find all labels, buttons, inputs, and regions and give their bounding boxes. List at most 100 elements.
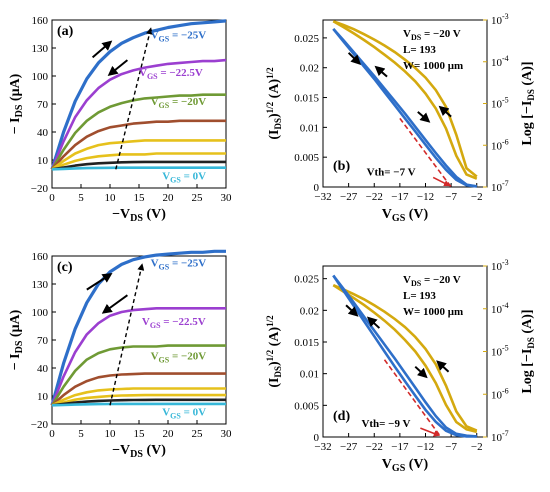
x-tick-label: −27 [340,441,358,453]
x-tick-label: −12 [417,441,434,453]
y2-tick-label: 10-4 [491,54,509,69]
y-tick-label: 130 [32,43,49,55]
vth-arrow [420,427,441,437]
dashed-trend-arrow [115,27,153,170]
arrow-down-left-icon [101,294,128,314]
y-tick-label: 160 [32,251,49,263]
series-label: VGS = 0V [162,407,206,421]
series-line [51,402,226,407]
arrow-up-left-icon [438,105,452,118]
y-tick-label: 0 [314,182,320,194]
x-tick-label: −22 [366,441,383,453]
y-tick-label: 0.02 [300,63,319,75]
x-tick-label: −2 [471,191,483,203]
x-tick-label: 30 [221,192,233,204]
series-label: VGS = −22.5V [139,67,203,81]
series-label: VGS = −25V [151,257,207,271]
x-tick-label: −17 [391,191,409,203]
dashed-trend-arrow [109,263,145,406]
y-tick-label: 100 [32,307,49,319]
y2-tick-label: 10-3 [491,12,509,27]
x-tick-label: 5 [78,192,84,204]
series-line [51,152,226,171]
panel-d: −32 −27 −22 −17 −12 −7 −2 0 0.005 0.01 0.015 0.02 0.… [265,258,536,474]
arrow-down-right-icon [417,111,431,123]
y-axis-label: − IDS (μA) [8,309,25,370]
device-info-line: W= 1000 μm [403,306,463,318]
y-tick-label: 0.015 [294,337,319,349]
y2-tick-label: 10-7 [491,179,509,194]
y2-tick-label: 10-6 [491,137,509,152]
device-info-line: VDS = −20 V [403,274,461,288]
y-tick-label: 40 [37,363,49,375]
y-tick-label: 10 [37,391,49,403]
x-axis-label: −VDS (V) [112,443,166,460]
arrow-down-right-icon [414,365,428,379]
threshold-fit-line [399,117,452,188]
y-tick-label: 70 [37,99,49,111]
x-tick-label: −27 [340,191,358,203]
x-tick-label: −12 [417,191,434,203]
series-line [50,58,227,170]
device-info-line: W= 1000 μm [403,60,463,72]
series-line [51,393,226,407]
log-series-line [332,284,478,434]
x-tick-label: −17 [391,441,409,453]
series-line [51,372,226,407]
x-axis-label: VGS (V) [382,207,429,224]
x-tick-label: 15 [134,192,146,204]
x-tick-label: 0 [49,192,55,204]
y2-tick-label: 10-6 [491,386,509,401]
y-tick-label: 130 [32,279,49,291]
x-tick-label: −32 [314,191,331,203]
y-tick-label: 0.025 [294,33,319,45]
x-axis-label: −VDS (V) [112,207,166,224]
y-tick-label: 0.005 [294,152,319,164]
arrow-down-right-icon [345,304,359,317]
y2-tick-label: 10-3 [491,258,509,273]
series-line [50,19,227,170]
vth-arrow [432,176,451,187]
y2-tick-label: 10-4 [491,301,509,316]
y-tick-label: 70 [37,335,49,347]
vth-label: Vth= −7 V [367,167,416,179]
series-line [51,160,226,171]
device-info-line: L= 193 [403,44,436,56]
y-tick-label: −20 [31,419,49,431]
y-tick-label: 160 [32,15,49,27]
x-tick-label: −22 [366,191,383,203]
x-tick-label: 0 [49,428,55,440]
series-line [51,387,226,407]
panel-b: −32 −27 −22 −17 −12 −7 −2 0 0.005 0.01 0.015 0.02 0.… [265,12,536,224]
log-series-line [332,20,478,178]
y-tick-label: 10 [37,155,49,167]
x-tick-label: 20 [163,428,175,440]
series-line [51,398,226,407]
device-info-line: L= 193 [403,290,436,302]
panel-a: 0 5 10 15 20 25 30 −20 10 40 70 100 130 160 VGS = −25V… [8,15,232,224]
y-tick-label: 0.01 [300,369,319,381]
arrow-down-right-icon [347,52,362,66]
x-tick-label: 25 [192,428,204,440]
panel-label: (d) [333,409,350,424]
series-label: VGS = −25V [151,30,207,44]
y-axis-label: − IDS (μA) [8,73,25,134]
y-tick-label: 100 [32,71,49,83]
series-line [51,166,226,171]
y-tick-label: 0.02 [300,305,319,317]
y-tick-label: 0.005 [294,400,319,412]
series-label: VGS = −22.5V [142,316,206,330]
y2-tick-label: 10-7 [491,429,509,444]
y2-tick-label: 10-5 [491,344,509,359]
series-line [50,93,226,170]
x-tick-label: 15 [134,428,146,440]
panel-label: (a) [57,24,74,39]
arrow-up-right-icon [91,40,113,59]
y-tick-label: 40 [37,127,49,139]
x-tick-label: −7 [445,441,457,453]
series-label: VGS = −20V [151,96,207,110]
series-label: VGS = 0V [162,171,206,185]
x-tick-label: 25 [192,192,204,204]
